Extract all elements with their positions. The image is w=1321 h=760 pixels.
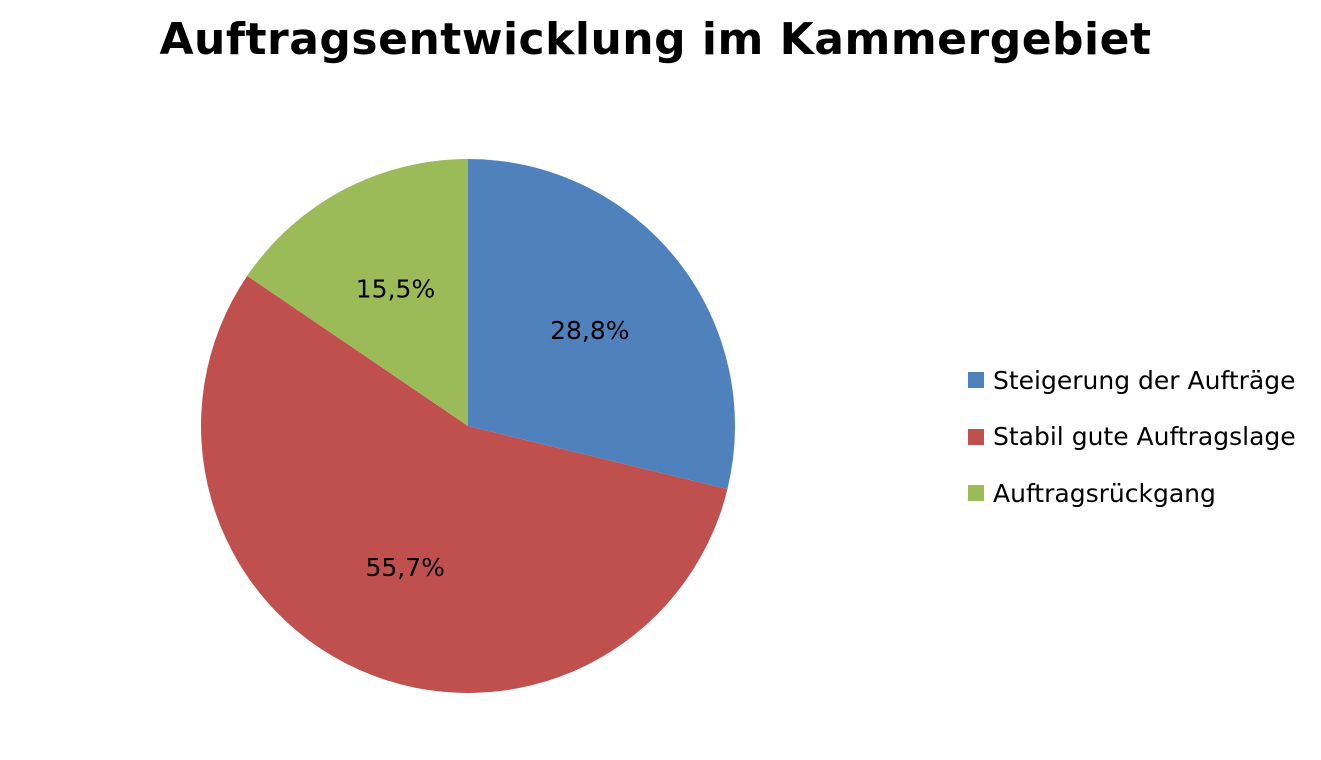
legend-swatch bbox=[968, 372, 984, 389]
legend-item-stabil: Stabil gute Auftragslage bbox=[968, 409, 1296, 466]
legend-item-steigerung: Steigerung der Aufträge bbox=[968, 352, 1296, 409]
chart-title: Auftragsentwicklung im Kammergebiet bbox=[159, 14, 1152, 65]
data-label-steigerung: 28,8% bbox=[550, 316, 629, 345]
data-label-rueckgang: 15,5% bbox=[356, 275, 435, 304]
legend: Steigerung der Aufträge Stabil gute Auft… bbox=[968, 352, 1296, 522]
legend-label: Stabil gute Auftragslage bbox=[993, 422, 1296, 452]
legend-swatch bbox=[968, 428, 984, 445]
pie-slice-steigerung bbox=[468, 159, 736, 490]
pie-slice-stabil bbox=[201, 275, 728, 693]
pie-data-labels: 28,8% 55,7% 15,5% bbox=[356, 275, 630, 582]
pie-slice-rueckgang bbox=[247, 159, 468, 426]
legend-label: Auftragsrückgang bbox=[993, 478, 1216, 508]
pie-slices bbox=[201, 159, 736, 693]
legend-swatch bbox=[968, 485, 984, 502]
legend-item-rueckgang: Auftragsrückgang bbox=[968, 465, 1296, 522]
legend-label: Steigerung der Aufträge bbox=[993, 365, 1296, 395]
data-label-stabil: 55,7% bbox=[365, 553, 444, 582]
